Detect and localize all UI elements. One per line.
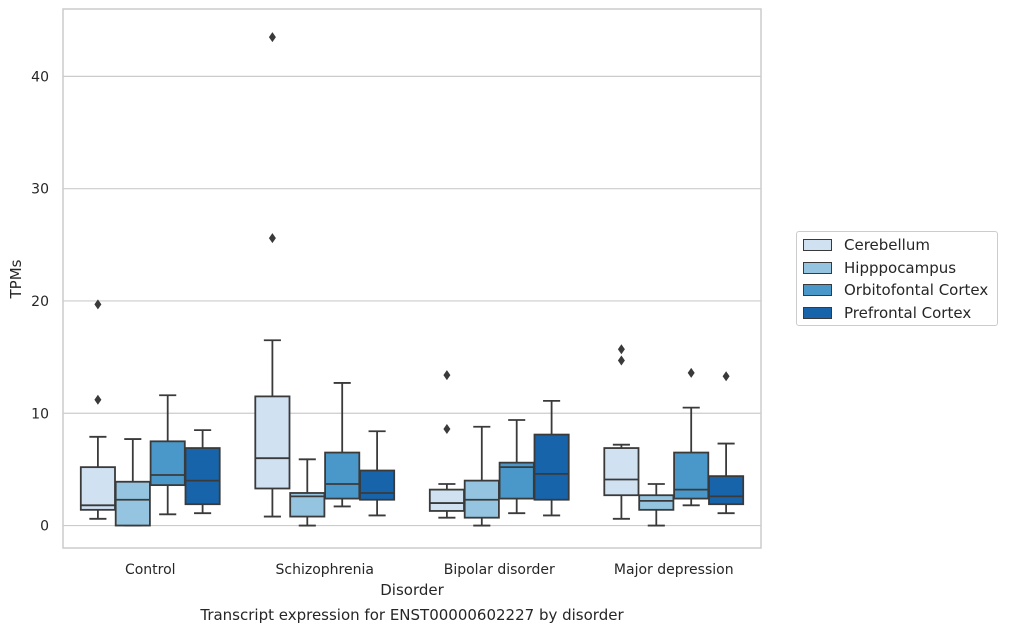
outlier-point [617, 355, 625, 366]
outlier-point [94, 299, 102, 310]
box-3-0 [603, 344, 640, 520]
box-2-2 [498, 419, 535, 515]
box [673, 451, 710, 500]
x-axis-label: Disorder [380, 581, 444, 599]
legend-label: Prefrontal Cortex [844, 304, 972, 322]
legend-label: Hipppocampus [844, 259, 957, 277]
legend-item-prefrontal-cortex: Prefrontal Cortex [803, 303, 971, 323]
outlier-point [94, 394, 102, 405]
box [184, 447, 221, 506]
box-2-0 [428, 370, 465, 519]
box [603, 447, 640, 497]
box-1-3 [359, 430, 396, 517]
y-tick-label: 30 [31, 182, 49, 198]
outlier-point [687, 367, 695, 378]
y-tick-label: 20 [31, 294, 49, 310]
box-3-3 [708, 371, 745, 515]
box [638, 494, 675, 511]
y-tick-label: 40 [31, 69, 49, 85]
box [533, 433, 570, 501]
box-2-1 [463, 425, 500, 527]
outlier-point [617, 344, 625, 355]
gridlines [63, 75, 761, 527]
box-1-2 [324, 382, 361, 508]
legend-label: Orbitofontal Cortex [844, 281, 989, 299]
y-tick-label: 0 [40, 519, 49, 535]
box [149, 440, 186, 487]
legend-item-orbitofrontal-cortex: Orbitofontal Cortex [803, 280, 988, 300]
box [79, 466, 116, 511]
box-0-0 [79, 299, 116, 520]
y-axis-label: TPMs [7, 259, 25, 299]
axis-ticks: 0 10 20 30 40 Control Schizophrenia Bipolar dis… [31, 69, 733, 578]
plot-frame [62, 8, 762, 549]
box-plot-groups [79, 32, 745, 527]
figure-caption: Transcript expression for ENST0000060222… [200, 606, 624, 624]
box-0-1 [114, 438, 151, 527]
box-3-2 [673, 367, 710, 507]
legend-swatch [803, 262, 832, 274]
outlier-point [443, 370, 451, 381]
box-3-1 [638, 483, 675, 527]
box [708, 475, 745, 506]
box [359, 469, 396, 501]
box-2-3 [533, 399, 570, 517]
outlier-point [268, 32, 276, 43]
legend-swatch [803, 239, 832, 251]
legend-label: Cerebellum [844, 236, 930, 254]
legend: Cerebellum Hipppocampus Orbitofontal Cor… [796, 231, 998, 326]
box-1-0 [254, 32, 291, 518]
box-0-3 [184, 429, 221, 515]
x-tick-label: Schizophrenia [276, 562, 374, 578]
box [289, 492, 326, 518]
outlier-point [722, 371, 730, 382]
outlier-point [268, 233, 276, 244]
x-tick-label: Bipolar disorder [444, 562, 555, 578]
box [254, 395, 291, 490]
legend-item-cerebellum: Cerebellum [803, 235, 930, 255]
box [324, 451, 361, 500]
legend-swatch [803, 284, 832, 296]
x-tick-label: Major depression [614, 562, 734, 578]
legend-swatch [803, 307, 832, 319]
box [114, 480, 151, 527]
y-tick-label: 10 [31, 406, 49, 422]
outlier-point [443, 423, 451, 434]
box [428, 488, 465, 512]
legend-item-hippocampus: Hipppocampus [803, 258, 956, 278]
x-tick-label: Control [125, 562, 176, 578]
box-1-1 [289, 458, 326, 527]
